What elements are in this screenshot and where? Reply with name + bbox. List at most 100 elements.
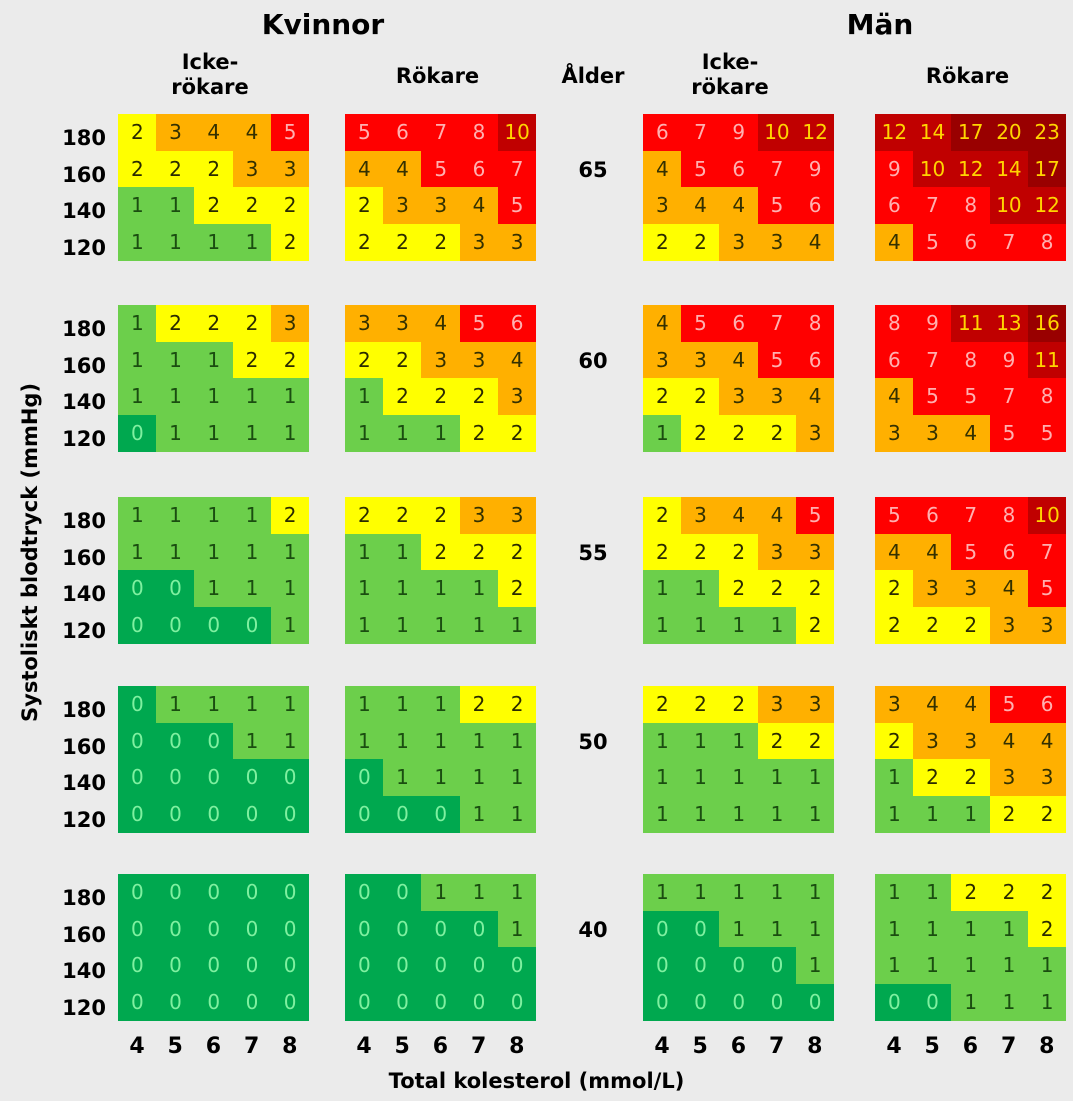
risk-cell: 4 [913,686,952,723]
risk-cell: 0 [118,910,157,948]
risk-cell: 0 [194,722,234,760]
risk-cell: 1 [459,722,499,760]
risk-cell: 3 [951,722,991,760]
risk-cell: 4 [345,150,384,188]
risk-cell: 1 [459,606,499,644]
risk-cell: 1 [913,947,952,984]
bp-tick-label: 160 [62,353,106,378]
risk-cell: 5 [913,378,952,415]
risk-cell: 6 [719,305,759,342]
risk-cell: 0 [194,874,234,911]
risk-cell: 23 [1027,114,1067,151]
risk-cell: 0 [643,947,682,984]
risk-cell: 2 [1027,795,1067,833]
risk-cell: 4 [421,305,461,342]
risk-cell: 0 [345,795,384,833]
risk-cell: 0 [194,947,234,984]
risk-cell: 7 [1027,533,1067,571]
risk-cell: 3 [156,114,195,151]
cholesterol-tick-label: 7 [470,1034,487,1059]
risk-cell: 1 [719,606,759,644]
risk-cell: 0 [232,947,272,984]
risk-cell: 3 [232,150,272,188]
risk-cell: 1 [383,686,422,723]
risk-cell: 1 [497,795,537,833]
risk-cell: 1 [757,795,797,833]
risk-cell: 1 [118,533,157,571]
risk-cell: 2 [681,686,720,723]
risk-cell: 5 [345,114,384,151]
risk-cell: 1 [156,414,195,452]
risk-cell: 3 [951,570,991,607]
risk-cell: 4 [232,114,272,151]
risk-cell: 1 [757,874,797,911]
risk-cell: 3 [421,187,461,224]
cholesterol-tick-label: 8 [807,1034,823,1059]
risk-cell: 3 [497,223,537,261]
risk-cell: 6 [913,497,952,534]
risk-cell: 1 [681,759,720,796]
risk-cell: 3 [989,759,1029,796]
risk-cell: 2 [497,414,537,452]
risk-cell: 1 [989,910,1029,948]
risk-cell: 4 [459,187,499,224]
bp-tick-label: 180 [62,126,106,150]
risk-cell: 5 [459,305,499,342]
bp-tick-label: 140 [62,582,106,606]
risk-cell: 1 [118,497,157,534]
risk-cell: 5 [1027,570,1067,607]
risk-cell: 2 [875,570,914,607]
risk-cell: 3 [795,533,835,571]
risk-cell: 2 [118,150,157,188]
cholesterol-tick-label: 8 [509,1034,525,1059]
age-label: 55 [578,541,608,565]
risk-cell: 3 [1027,759,1067,796]
risk-cell: 1 [232,378,272,415]
cholesterol-tick-label: 5 [394,1034,410,1059]
risk-cell: 3 [345,305,384,342]
risk-cell: 1 [156,187,195,224]
bp-tick-label: 160 [62,545,106,570]
risk-cell: 1 [1027,947,1067,984]
risk-cell: 0 [270,795,310,833]
risk-cell: 1 [757,910,797,948]
risk-cell: 1 [232,414,272,452]
risk-cell: 4 [194,114,234,151]
risk-cell: 7 [757,150,797,188]
cholesterol-tick-label: 7 [1000,1034,1017,1059]
risk-cell: 1 [345,570,384,607]
risk-cell: 1 [497,722,537,760]
risk-cell: 6 [875,187,914,224]
risk-cell: 0 [118,686,157,723]
risk-cell: 8 [951,187,991,224]
risk-cell: 0 [345,983,384,1021]
men-title: Män [846,8,914,41]
risk-cell: 5 [951,378,991,415]
risk-cell: 1 [913,874,952,911]
risk-cell: 1 [156,497,195,534]
risk-cell: 0 [497,983,537,1021]
risk-cell: 1 [681,606,720,644]
risk-cell: 1 [232,497,272,534]
risk-cell: 2 [345,341,384,379]
risk-cell: 1 [421,722,461,760]
risk-cell: 1 [497,874,537,911]
risk-cell: 1 [118,223,157,261]
risk-cell: 0 [421,947,461,984]
age-label: 50 [578,730,608,754]
risk-cell: 8 [795,305,835,342]
risk-cell: 1 [875,795,914,833]
bp-tick-label: 140 [62,959,106,983]
risk-cell: 0 [459,910,499,948]
risk-cell: 0 [383,910,422,948]
risk-cell: 2 [681,414,720,452]
risk-cell: 0 [118,606,157,644]
risk-cell: 5 [795,497,835,534]
risk-cell: 1 [875,947,914,984]
risk-cell: 16 [1027,305,1067,342]
risk-cell: 1 [875,759,914,796]
risk-cell: 0 [232,606,272,644]
risk-cell: 7 [681,114,720,151]
risk-cell: 10 [757,114,797,151]
cholesterol-tick-label: 7 [768,1034,785,1059]
